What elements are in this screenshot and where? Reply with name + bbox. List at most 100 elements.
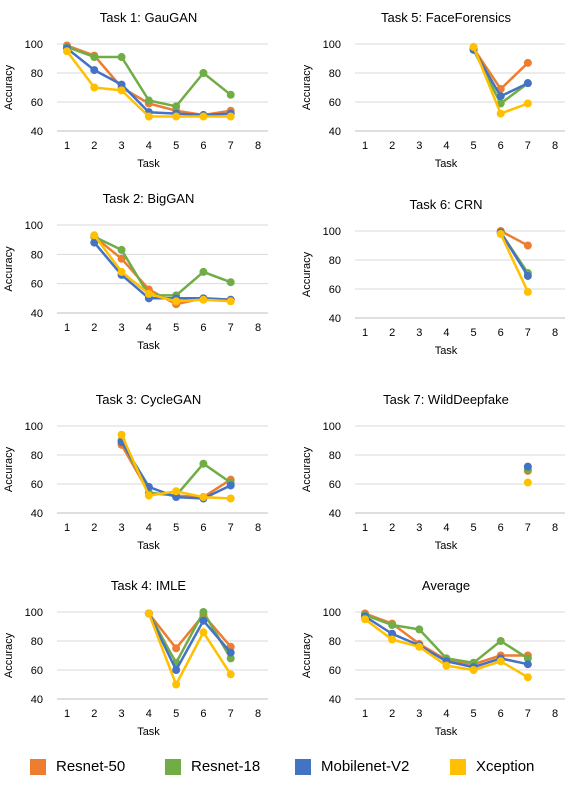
panel-3-series-xception-point-3 (117, 267, 126, 276)
panel-3-xtick-2: 2 (91, 322, 97, 334)
panel-3-xtick-5: 5 (173, 322, 179, 334)
panel-7-ytick-80: 80 (31, 636, 43, 648)
panel-5-ytick-100: 100 (25, 421, 43, 433)
panel-8-ytick-60: 60 (329, 665, 341, 677)
panel-7-series-mobilenet-v2-line (147, 612, 232, 672)
panel-6-xtick-4: 4 (443, 522, 449, 534)
panel-1-ytick-80: 80 (31, 68, 43, 80)
legend-swatch-resnet-50 (30, 758, 46, 775)
panel-5-xtick-3: 3 (119, 522, 125, 534)
panel-1-title: Task 1: GauGAN (100, 10, 198, 25)
panel-4-xtick-8: 8 (552, 327, 558, 339)
panel-4-xtick-4: 4 (443, 327, 449, 339)
panel-7-xtick-8: 8 (255, 708, 261, 720)
panel-5-xtick-4: 4 (146, 522, 152, 534)
panel-7-series-xception-point-5 (172, 680, 181, 689)
panel-1-xtick-3: 3 (119, 140, 125, 152)
panel-6-ytick-80: 80 (329, 450, 341, 462)
panel-4-xtick-7: 7 (525, 327, 531, 339)
panel-8-xlabel: Task (435, 726, 458, 738)
panel-8-series-resnet-18-point-6 (496, 637, 505, 645)
panel-7-xlabel: Task (137, 726, 160, 738)
panel-1-ytick-40: 40 (31, 126, 43, 138)
panel-1-series-xception-point-6 (199, 112, 208, 121)
panel-4-series-resnet-50-line (500, 229, 529, 247)
panel-1-series-xception-point-7 (226, 112, 235, 121)
panel-5-xtick-5: 5 (173, 522, 179, 534)
panel-5-xtick-8: 8 (255, 522, 261, 534)
panel-1-xtick-1: 1 (64, 140, 70, 152)
panel-1-series-mobilenet-v2-point-3 (117, 80, 126, 89)
panel-1-series-resnet-18-point-5 (172, 102, 181, 111)
legend-item-resnet-18: Resnet-18 (165, 758, 260, 775)
panel-3-ylabel: Accuracy (3, 246, 15, 292)
panel-2-title: Task 5: FaceForensics (381, 10, 512, 25)
panel-3-ytick-40: 40 (31, 308, 43, 320)
panel-4-ytick-80: 80 (329, 255, 341, 267)
panel-2-series-mobilenet-v2-point-7 (523, 79, 532, 88)
panel-6-ytick-40: 40 (329, 508, 341, 520)
panel-6-xtick-2: 2 (389, 522, 395, 534)
panel-3-xtick-3: 3 (119, 322, 125, 334)
panel-4-series-xception-point-6 (496, 229, 505, 238)
panel-5-title: Task 3: CycleGAN (96, 392, 201, 407)
panel-7-series-xception-line (147, 613, 232, 686)
panel-1-series-resnet-18-point-2 (90, 53, 99, 62)
panel-7-series-xception-point-4 (144, 609, 153, 618)
panel-2-series-xception-point-7 (523, 99, 532, 108)
panel-7-series-resnet-18-point-7 (226, 654, 235, 663)
panel-3-series-xception-point-4 (144, 289, 153, 298)
panel-3-xlabel: Task (137, 340, 160, 352)
panel-8-ytick-40: 40 (329, 694, 341, 706)
panel-2-xtick-7: 7 (525, 140, 531, 152)
panel-4-series-mobilenet-v2-point-7 (523, 271, 532, 280)
panel-8-ytick-100: 100 (323, 607, 341, 619)
panel-5-series-xception-point-5 (172, 487, 181, 496)
panel-2-ylabel: Accuracy (301, 64, 313, 110)
panel-4-series-xception-line (499, 233, 530, 293)
panel-1-series-xception-point-2 (90, 83, 99, 92)
panel-7-title: Task 4: IMLE (111, 578, 186, 593)
panel-1-series-xception-point-4 (144, 112, 153, 121)
panel-7-series-mobilenet-v2-point-7 (226, 648, 235, 657)
panel-2-series-mobilenet-v2-point-6 (496, 92, 505, 101)
panel-4-xlabel: Task (435, 345, 458, 357)
panel-5-ytick-40: 40 (31, 508, 43, 520)
panel-1-xtick-7: 7 (228, 140, 234, 152)
panel-5-ytick-60: 60 (31, 479, 43, 491)
panel-1-ytick-60: 60 (31, 97, 43, 109)
panel-3-series-xception-line (93, 234, 231, 303)
legend-swatch-mobilenet-v2 (295, 758, 311, 775)
panel-3-title: Task 2: BigGAN (103, 191, 195, 206)
panel-5-xtick-2: 2 (91, 522, 97, 534)
panel-6-xlabel: Task (435, 540, 458, 552)
panel-7-series-xception-point-7 (226, 670, 235, 679)
panel-7-ytick-40: 40 (31, 694, 43, 706)
panel-6-xtick-5: 5 (471, 522, 477, 534)
panel-7-xtick-6: 6 (200, 708, 206, 720)
panel-1-ytick-100: 100 (25, 39, 43, 51)
panel-8-series-xception-point-1 (361, 615, 369, 624)
panel-4-series-resnet-50-point-7 (523, 241, 532, 250)
panel-1-xlabel: Task (137, 158, 160, 170)
panel-6-xtick-8: 8 (552, 522, 558, 534)
panel-3-ytick-60: 60 (31, 279, 43, 291)
panel-8-xtick-3: 3 (416, 708, 422, 720)
panel-1-series-xception-point-5 (172, 112, 181, 121)
panel-1-xtick-8: 8 (255, 140, 261, 152)
panel-1-series-resnet-18-point-4 (144, 96, 153, 105)
legend: Resnet-50 Resnet-18 Mobilenet-V2 Xceptio… (0, 752, 581, 782)
panel-8-series-mobilenet-v2-point-7 (523, 660, 532, 669)
panel-3-series-xception-point-6 (199, 295, 208, 304)
panel-4-ytick-100: 100 (323, 226, 341, 238)
panel-8-xtick-6: 6 (498, 708, 504, 720)
panel-8-series-xception-point-5 (469, 666, 478, 674)
panel-8-xtick-7: 7 (525, 708, 531, 720)
panel-5-xlabel: Task (137, 540, 160, 552)
legend-label-mobilenet-v2: Mobilenet-V2 (321, 758, 410, 775)
panel-5-series-xception-point-3 (117, 430, 126, 439)
panel-3-ytick-100: 100 (25, 220, 43, 232)
panel-3-series-resnet-18-point-6 (199, 267, 208, 276)
panel-1-series-mobilenet-v2-point-2 (90, 66, 99, 75)
panel-8-series-xception-point-2 (388, 635, 397, 644)
